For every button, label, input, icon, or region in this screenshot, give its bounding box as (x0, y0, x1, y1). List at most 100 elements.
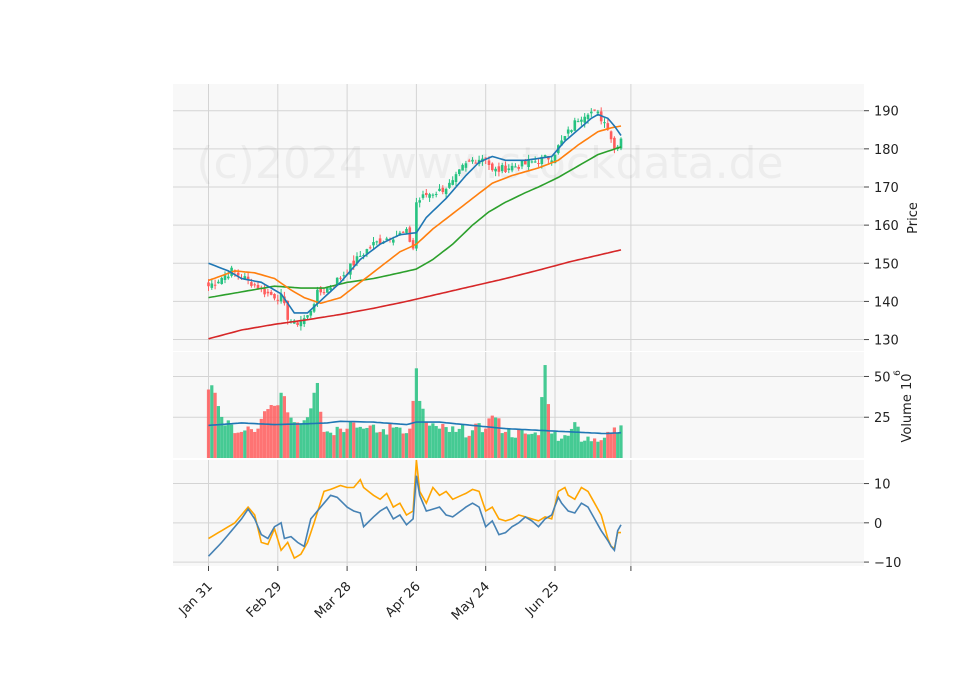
volume-bar (342, 432, 346, 458)
candle-body (576, 121, 580, 123)
volume-bars-group (206, 365, 623, 458)
candle-body (309, 310, 313, 316)
candle-body (471, 159, 474, 162)
x-tick-label: May 24 (449, 579, 493, 623)
volume-bar (510, 437, 514, 458)
volume-bar (477, 423, 481, 458)
volume-bar (266, 409, 270, 458)
candle-body (411, 240, 415, 249)
candle-body (596, 111, 600, 114)
candle-body (613, 137, 616, 149)
candle-body (514, 166, 517, 168)
price-ytick-label: 140 (874, 295, 899, 310)
volume-bar (408, 428, 412, 458)
macd-line (207, 475, 622, 557)
candle-body (425, 192, 428, 196)
volume-bar (454, 431, 458, 458)
volume-bar (395, 427, 399, 458)
candle-body (537, 163, 540, 165)
volume-bar (500, 433, 504, 458)
candle-body (279, 293, 283, 302)
volume-bar (434, 426, 438, 458)
volume-bar (210, 385, 214, 458)
candle-body (213, 284, 217, 286)
candle-body (533, 161, 537, 163)
volume-bar (573, 422, 577, 458)
candle-body (266, 291, 270, 294)
volume-bar (428, 425, 432, 458)
volume-bar (543, 365, 547, 458)
volume-bar (269, 405, 273, 458)
volume-bar (441, 423, 445, 458)
candle-body (543, 155, 547, 157)
price-ytick-label: 160 (874, 219, 899, 234)
candle-body (210, 283, 214, 288)
candle-body (484, 157, 487, 159)
volume-bar (457, 428, 461, 458)
volume-bar (358, 426, 362, 458)
volume-bar (338, 428, 343, 458)
candle-body (434, 193, 438, 195)
candle-body (520, 160, 524, 167)
volume-bar (276, 405, 280, 458)
volume-bar (609, 433, 613, 458)
candle-body (236, 272, 240, 276)
volume-bar (322, 431, 326, 458)
candle-body (286, 300, 289, 320)
candle-body (497, 166, 501, 172)
candle-body (454, 174, 458, 182)
volume-bar (593, 438, 597, 458)
candle-body (458, 169, 461, 174)
volume-bar (602, 437, 607, 458)
volume-bar (418, 400, 422, 458)
candle-body (491, 163, 494, 171)
volume-bar (391, 427, 395, 458)
volume-bar (586, 436, 590, 458)
candle-body (580, 119, 583, 122)
volume-bar (256, 428, 260, 458)
candle-body (606, 123, 610, 130)
candle-body (329, 287, 332, 290)
volume-bar (444, 427, 448, 458)
volume-bar (365, 427, 369, 458)
volume-bar (583, 440, 587, 458)
volume-bar (563, 435, 567, 458)
candle-body (365, 249, 369, 254)
candle-body (524, 160, 527, 165)
candle-body (441, 187, 445, 192)
volume-bar (576, 426, 580, 458)
candle-body (500, 165, 504, 172)
candle-body (220, 277, 223, 284)
volume-bar (206, 389, 211, 458)
volume-bar (533, 432, 537, 458)
candle-body (517, 167, 520, 169)
volume-bar (362, 428, 366, 458)
candle-body (530, 161, 534, 163)
volume-bar (223, 425, 227, 458)
candle-body (256, 284, 260, 290)
volume-bar (378, 431, 382, 458)
volume-bar (619, 425, 623, 458)
candle-body (355, 256, 359, 264)
volume-bar (371, 424, 376, 458)
candle-body (319, 287, 322, 293)
volume-bar (279, 392, 283, 458)
volume-bar (431, 423, 435, 458)
candle-body (444, 188, 448, 195)
candle-body (342, 275, 346, 277)
volume-bar (259, 418, 263, 458)
ma-slow-line (208, 146, 622, 299)
macd-ytick-label: −10 (874, 556, 901, 571)
volume-bar (309, 408, 313, 458)
signal-line (208, 459, 621, 560)
candle-body (263, 288, 266, 295)
candle-body (527, 160, 530, 167)
volume-bar (503, 431, 508, 458)
volume-bar (289, 417, 293, 458)
volume-bar (239, 431, 244, 458)
volume-bar (553, 431, 557, 458)
volume-bar (375, 432, 379, 458)
volume-ytick-label: 25 (874, 411, 891, 426)
price-panel-bg (173, 84, 864, 351)
